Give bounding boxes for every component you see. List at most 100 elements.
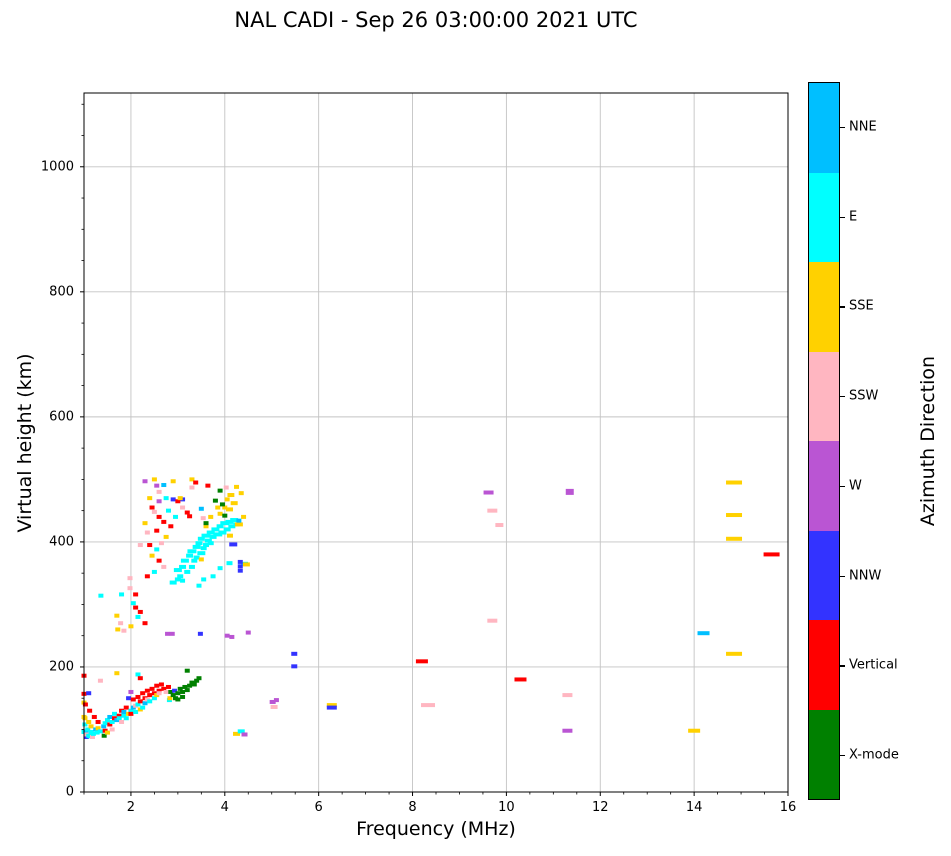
colorbar-tick [840,126,845,129]
data-point-ssw [189,485,195,490]
data-point-nnw [291,664,298,669]
data-point-e [82,722,88,727]
data-point-x-mode [170,693,176,698]
x-tick-label: 2 [126,800,136,815]
data-point-vertical [175,499,181,504]
data-point-e [173,568,182,573]
data-point-x-mode [101,733,107,738]
data-point-e [218,530,227,535]
data-point-vertical [156,514,162,519]
data-point-x-mode [196,676,202,681]
colorbar-title: Azimuth Direction [917,355,939,527]
data-point-vertical [135,694,141,699]
data-point-e [135,702,141,707]
data-point-vertical [144,688,150,693]
data-point-x-mode [217,488,223,493]
colorbar-label-e: E [849,209,858,225]
data-point-sse [115,627,121,632]
data-point-e [228,524,236,529]
colorbar-tick [840,755,845,757]
data-point-e [97,729,103,734]
data-point-sse [241,514,247,519]
data-point-vertical [107,722,113,727]
data-point-sse [726,651,743,656]
colorbar-tick [840,396,845,398]
data-point-vertical [133,605,139,610]
data-point-nnw [172,688,178,693]
data-point-e [213,532,223,537]
colorbar-tick [840,575,845,577]
data-point-sse [104,730,110,735]
data-point-x-mode [194,678,200,683]
data-point-ssw [89,734,95,739]
data-point-e [187,549,197,554]
data-point-e [204,538,212,543]
data-point-e [193,555,200,560]
data-point-ssw [495,523,504,528]
data-point-nnw [291,651,298,656]
chart-title: NAL CADI - Sep 26 03:00:00 2021 UTC [234,8,638,32]
colorbar-tick [840,216,845,218]
data-point-sse [238,491,244,496]
data-point-e [109,719,115,724]
data-point-e [186,553,194,558]
data-point-e [112,711,118,716]
data-point-e [201,533,211,538]
x-tick-label: 4 [220,800,229,815]
data-point-x-mode [184,668,190,673]
data-point-vertical [133,592,139,597]
data-point-e [104,718,110,723]
data-point-ssw [180,505,186,510]
data-point-ssw [487,618,498,623]
data-point-nnw [237,568,243,573]
data-point-vertical [161,686,167,691]
data-point-sse [234,522,243,527]
data-point-sse [147,496,153,501]
data-point-vertical [184,510,190,515]
data-point-x-mode [212,498,218,503]
data-point-sse [222,505,228,510]
colorbar-segment-vertical [809,620,839,710]
data-point-vertical [87,708,93,713]
data-point-e [119,592,125,597]
data-point-x-mode [168,689,174,694]
data-point-e [123,716,129,721]
data-point-vertical [193,480,199,485]
data-point-vertical [514,677,527,682]
data-point-e [207,541,214,546]
data-point-x-mode [184,688,190,693]
data-point-sse [189,477,195,482]
data-point-ssw [151,509,157,514]
colorbar-segment-nnw [809,530,839,620]
data-point-nnw [229,542,238,547]
data-point-sse [149,553,155,558]
data-point-nne [121,709,127,714]
data-point-x-mode [175,697,181,702]
data-point-ssw [97,678,103,683]
data-point-sse [167,696,173,701]
data-point-sse [82,716,88,721]
data-point-e [174,577,181,582]
data-point-e [130,601,136,606]
data-point-vertical [154,528,160,533]
data-point-e [180,558,189,563]
data-point-sse [88,724,94,729]
data-point-e [197,551,206,556]
data-point-sse [225,507,233,512]
y-tick-label: 200 [49,659,74,675]
data-point-vertical [130,697,136,702]
data-point-w [241,732,248,737]
data-point-vertical [149,505,155,510]
colorbar-segment-sse [809,262,839,352]
data-point-x-mode [180,694,186,699]
data-point-ssw [121,628,127,633]
data-point-e [154,547,160,552]
data-point-vertical [137,609,143,614]
data-point-e [102,721,108,726]
data-point-e [135,672,141,677]
colorbar-label-ssw: SSW [849,388,879,404]
data-point-w [128,689,134,694]
data-point-nnw [237,559,243,564]
